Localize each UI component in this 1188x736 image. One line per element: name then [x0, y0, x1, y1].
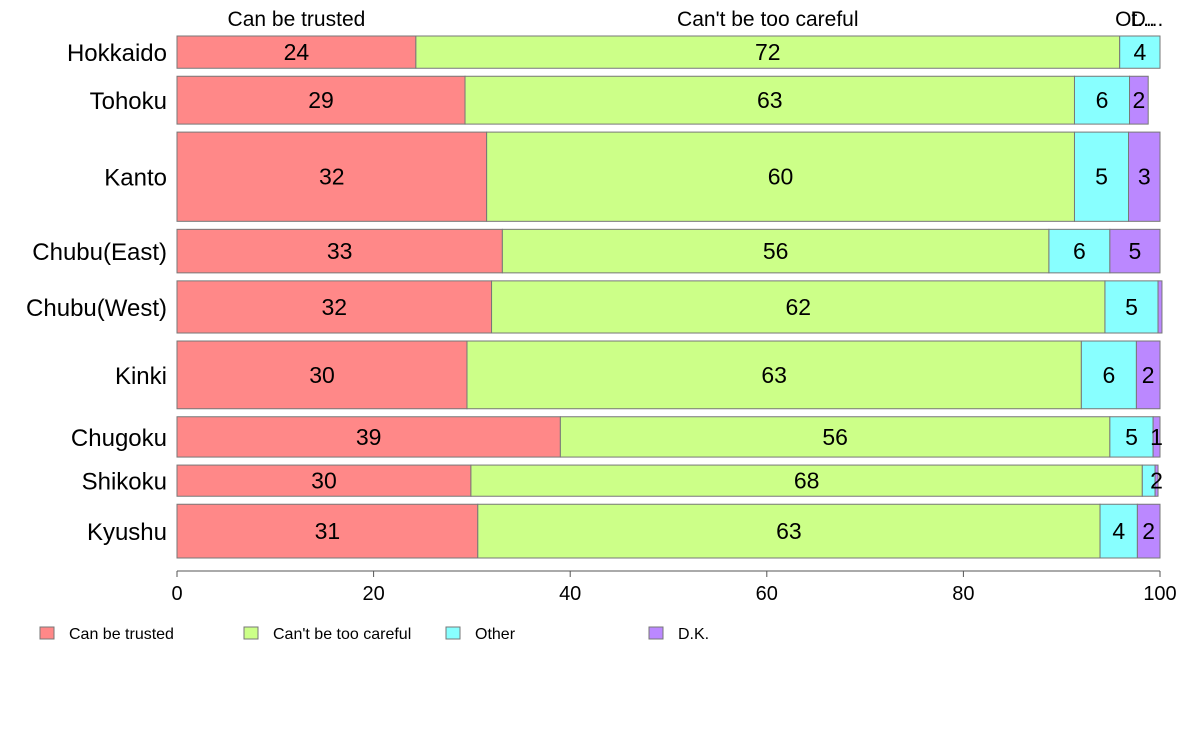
bar-segment	[176, 503, 479, 559]
bar-segment	[1135, 340, 1161, 410]
category-label: Tohoku	[90, 88, 167, 115]
bars-group: 24 72 429 63 6 232 60 5 333 56 6 532 62 530 63 6 239 56 5 1…	[176, 35, 1163, 559]
legend-label: Can't be too careful	[273, 626, 411, 643]
category-label: Chubu(West)	[26, 295, 167, 322]
bar-value-label: 63	[761, 362, 787, 388]
legend-label: Can be trusted	[69, 626, 174, 643]
bar-segment	[1136, 503, 1161, 559]
bar-value-label: 56	[822, 424, 848, 450]
bar-value-label: 2	[1132, 87, 1145, 113]
category-label: Kyushu	[87, 519, 167, 546]
bar-segment	[176, 131, 488, 222]
bar-value-label: 31	[315, 518, 341, 544]
bar-segment	[1073, 75, 1131, 125]
bar-value-label: 1	[1150, 424, 1163, 450]
bar-value-label: 2	[1142, 362, 1155, 388]
legend-label: Other	[475, 626, 516, 643]
category-label: Chubu(East)	[32, 239, 167, 266]
bar-segment	[1109, 416, 1154, 458]
bar-value-label: 39	[356, 424, 382, 450]
bar-segment	[559, 416, 1111, 458]
bar-value-label: 4	[1133, 39, 1146, 65]
bar-value-label: 29	[308, 87, 334, 113]
bar-segment	[470, 464, 1143, 497]
x-tick-label: 60	[756, 583, 778, 605]
bar-value-label: 5	[1129, 238, 1142, 264]
bar-segment	[466, 340, 1082, 410]
bar-segment	[176, 228, 503, 274]
bar-segment	[176, 416, 561, 458]
bar-value-label: 72	[755, 39, 781, 65]
bar-segment	[176, 340, 468, 410]
bar-value-label: 56	[763, 238, 789, 264]
bar-segment	[1152, 416, 1161, 458]
bar-segment	[415, 35, 1121, 69]
bar-value-label: 63	[776, 518, 802, 544]
bar-segment	[464, 75, 1075, 125]
bar-value-label: 62	[785, 294, 811, 320]
x-tick-label: 0	[171, 583, 182, 605]
bar-segment	[1119, 35, 1161, 69]
bar-value-label: 30	[311, 468, 337, 494]
bar-segment	[477, 503, 1101, 559]
bar-value-label: 32	[319, 164, 345, 190]
x-tick-label: 40	[559, 583, 581, 605]
bar-segment	[1073, 131, 1130, 222]
bar-segment	[1129, 75, 1149, 125]
column-header-label: Can be trusted	[228, 8, 366, 31]
bar-value-label: 5	[1095, 164, 1108, 190]
bar-segment	[501, 228, 1050, 274]
bar-segment	[1154, 464, 1159, 497]
bar-value-label: 63	[757, 87, 783, 113]
x-tick-label: 100	[1143, 583, 1176, 605]
bar-segment	[1157, 280, 1163, 334]
bar-value-label: 32	[321, 294, 347, 320]
bar-segment	[176, 464, 472, 497]
x-tick-label: 80	[952, 583, 974, 605]
bar-segment	[491, 280, 1106, 334]
bar-segment	[1099, 503, 1138, 559]
column-header-labels: Can be trusted Can't be too careful Ot...D…	[228, 8, 1164, 31]
bar-value-label: 2	[1150, 468, 1163, 494]
bar-value-label: 33	[327, 238, 353, 264]
bar-segment	[1109, 228, 1161, 274]
bar-segment	[1128, 131, 1161, 222]
bar-value-label: 6	[1096, 87, 1109, 113]
column-header-label: D...	[1131, 8, 1164, 31]
legend-swatch	[648, 626, 664, 640]
bar-value-label: 6	[1102, 362, 1115, 388]
bar-value-label: 60	[768, 164, 794, 190]
column-header-label: Can't be too careful	[677, 8, 858, 31]
category-label: Chugoku	[71, 425, 167, 452]
bar-value-label: 24	[284, 39, 310, 65]
legend-swatch	[243, 626, 259, 640]
x-tick-label: 20	[362, 583, 384, 605]
bar-value-label: 5	[1125, 424, 1138, 450]
legend-swatch	[39, 626, 55, 640]
bar-value-label: 6	[1073, 238, 1086, 264]
bar-segment	[486, 131, 1075, 222]
category-label: Kinki	[115, 363, 167, 390]
category-label: Shikoku	[82, 469, 167, 496]
legend: Can be trusted Can't be too careful Other D…	[39, 626, 709, 643]
legend-swatch	[445, 626, 461, 640]
bar-value-label: 5	[1125, 294, 1138, 320]
bar-value-label: 2	[1142, 518, 1155, 544]
category-labels: Hokkaido Tohoku Kanto Chubu(East) Chubu(West…	[26, 40, 167, 546]
column-header-label: Ot...	[1115, 8, 1155, 31]
bar-value-label: 3	[1138, 164, 1151, 190]
bar-value-label: 4	[1112, 518, 1125, 544]
x-axis: 0 20 40 60 80 100	[171, 570, 1177, 605]
category-label: Kanto	[104, 165, 167, 192]
legend-label: D.K.	[678, 626, 709, 643]
category-label: Hokkaido	[67, 40, 167, 67]
bar-value-label: 30	[309, 362, 335, 388]
bar-segment	[1080, 340, 1137, 410]
bar-segment	[176, 280, 493, 334]
bar-value-label: 68	[794, 468, 820, 494]
bar-segment	[1104, 280, 1159, 334]
